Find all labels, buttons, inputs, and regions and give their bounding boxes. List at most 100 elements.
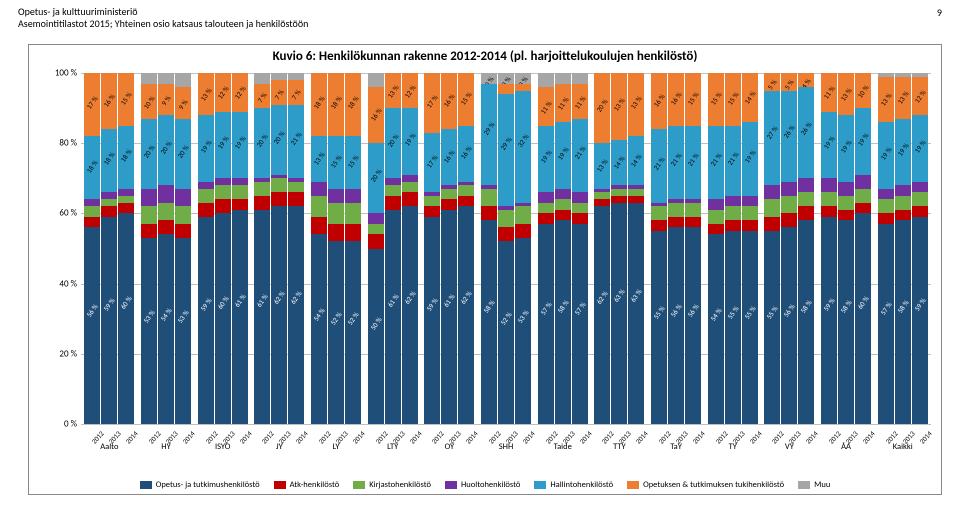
seg-kirj — [198, 189, 214, 203]
seg-opetus: 61 % — [232, 210, 248, 424]
value-label: 63 % — [612, 288, 627, 304]
seg-atk — [498, 227, 514, 241]
value-label: 57 % — [538, 300, 553, 316]
seg-kirj — [158, 203, 174, 221]
seg-kirj — [118, 196, 134, 203]
seg-huolto — [198, 182, 214, 189]
value-label: 16 % — [442, 148, 457, 164]
bar: 18 %15 %52 %2014 — [345, 73, 361, 424]
seg-hallinto: 20 % — [158, 115, 174, 185]
legend-item: Muu — [798, 480, 830, 490]
value-label: 10 % — [141, 94, 156, 110]
seg-huolto — [838, 182, 854, 196]
value-label: 12 % — [232, 85, 247, 101]
value-label: 14 % — [742, 89, 757, 105]
seg-hallinto: 13 % — [594, 143, 610, 189]
seg-atk — [118, 203, 134, 214]
seg-kirj — [271, 178, 287, 192]
value-label: 18 % — [345, 95, 360, 111]
seg-hallinto: 26 % — [781, 91, 797, 182]
group-LY: 18 %13 %54 %201218 %15 %52 %201318 %15 %… — [308, 73, 365, 424]
seg-atk — [895, 210, 911, 221]
seg-tuki: 15 % — [708, 73, 724, 126]
bar: 16 %20 %50 %2012 — [368, 73, 384, 424]
seg-huolto — [232, 178, 248, 185]
value-label: 16 % — [459, 144, 474, 160]
value-label: 29 % — [498, 135, 513, 151]
seg-hallinto: 20 % — [254, 108, 270, 178]
seg-hallinto: 21 % — [651, 129, 667, 203]
seg-atk — [742, 220, 758, 231]
value-label: 18 % — [85, 158, 100, 174]
seg-hallinto: 21 % — [668, 126, 684, 200]
bar-groups: 17 %18 %56 %201216 %18 %59 %201315 %18 %… — [81, 73, 931, 424]
seg-atk — [232, 199, 248, 210]
seg-huolto — [538, 192, 554, 203]
value-label: 18 % — [311, 95, 326, 111]
seg-atk — [311, 217, 327, 235]
bar: 17 %18 %56 %2012 — [84, 73, 100, 424]
seg-kirj — [441, 189, 457, 200]
seg-hallinto: 17 % — [424, 133, 440, 193]
value-label: 19 % — [742, 148, 757, 164]
seg-tuki: 10 % — [855, 73, 871, 108]
seg-kirj — [611, 189, 627, 196]
seg-kirj — [572, 203, 588, 214]
seg-kirj — [232, 185, 248, 199]
x-group-label: VY — [761, 442, 818, 452]
value-label: 55 % — [725, 304, 740, 320]
seg-opetus: 62 % — [458, 206, 474, 424]
seg-tuki: 13 % — [628, 73, 644, 136]
seg-opetus: 53 % — [141, 238, 157, 424]
seg-atk — [912, 206, 928, 217]
bar: 12 %19 %62 %2014 — [402, 73, 418, 424]
seg-tuki: 7 % — [288, 80, 304, 105]
value-label: 11 % — [572, 94, 587, 110]
seg-opetus: 53 % — [175, 238, 191, 424]
seg-opetus: 54 % — [311, 234, 327, 424]
group-ÅA: 11 %19 %59 %201213 %19 %58 %201310 %19 %… — [818, 73, 875, 424]
value-label: 60 % — [215, 294, 230, 310]
bar: 20 %13 %62 %2012 — [594, 73, 610, 424]
seg-atk — [821, 206, 837, 217]
group-Kaikki: 13 %19 %57 %201213 %19 %58 %201312 %19 %… — [874, 73, 931, 424]
legend-swatch — [627, 481, 639, 489]
seg-tuki: 9 % — [158, 84, 174, 116]
bar: 5 %26 %56 %2013 — [781, 73, 797, 424]
bar: 18 %13 %54 %2012 — [311, 73, 327, 424]
seg-opetus: 62 % — [288, 206, 304, 424]
seg-hallinto: 21 % — [708, 126, 724, 200]
value-label: 13 % — [385, 83, 400, 99]
seg-muu — [254, 73, 270, 84]
seg-tuki: 11 % — [555, 84, 571, 123]
seg-tuki: 13 % — [198, 73, 214, 115]
seg-hallinto: 32 % — [515, 91, 531, 203]
seg-kirj — [781, 196, 797, 214]
value-label: 12 % — [402, 83, 417, 99]
seg-tuki: 16 % — [651, 73, 667, 129]
bar: 12 %19 %60 %2013 — [215, 73, 231, 424]
bar: 7 %21 %62 %2014 — [288, 73, 304, 424]
seg-tuki: 7 % — [271, 80, 287, 105]
seg-atk — [651, 220, 667, 231]
seg-atk — [254, 196, 270, 210]
seg-kirj — [855, 189, 871, 203]
group-TY: 15 %21 %54 %201215 %21 %55 %201314 %19 %… — [704, 73, 761, 424]
value-label: 56 % — [782, 302, 797, 318]
value-label: 15 % — [345, 154, 360, 170]
value-label: 13 % — [895, 90, 910, 106]
seg-huolto — [368, 213, 384, 224]
seg-kirj — [368, 224, 384, 235]
seg-opetus: 55 % — [742, 231, 758, 424]
bar: 5 %27 %55 %2012 — [764, 73, 780, 424]
value-label: 11 % — [538, 99, 553, 115]
seg-hallinto: 19 % — [855, 108, 871, 175]
value-label: 53 % — [515, 309, 530, 325]
legend-label: Hallintohenkilöstö — [550, 480, 613, 490]
seg-opetus: 58 % — [555, 220, 571, 424]
seg-muu: 3 % — [498, 73, 514, 84]
bar: 7 %20 %62 %2013 — [271, 73, 287, 424]
seg-atk — [84, 217, 100, 228]
value-label: 59 % — [198, 296, 213, 312]
x-group-labels: AaltoHYISYOJYLYLTYOYSHHTaideTTYTaYTYVYÅA… — [81, 442, 931, 452]
